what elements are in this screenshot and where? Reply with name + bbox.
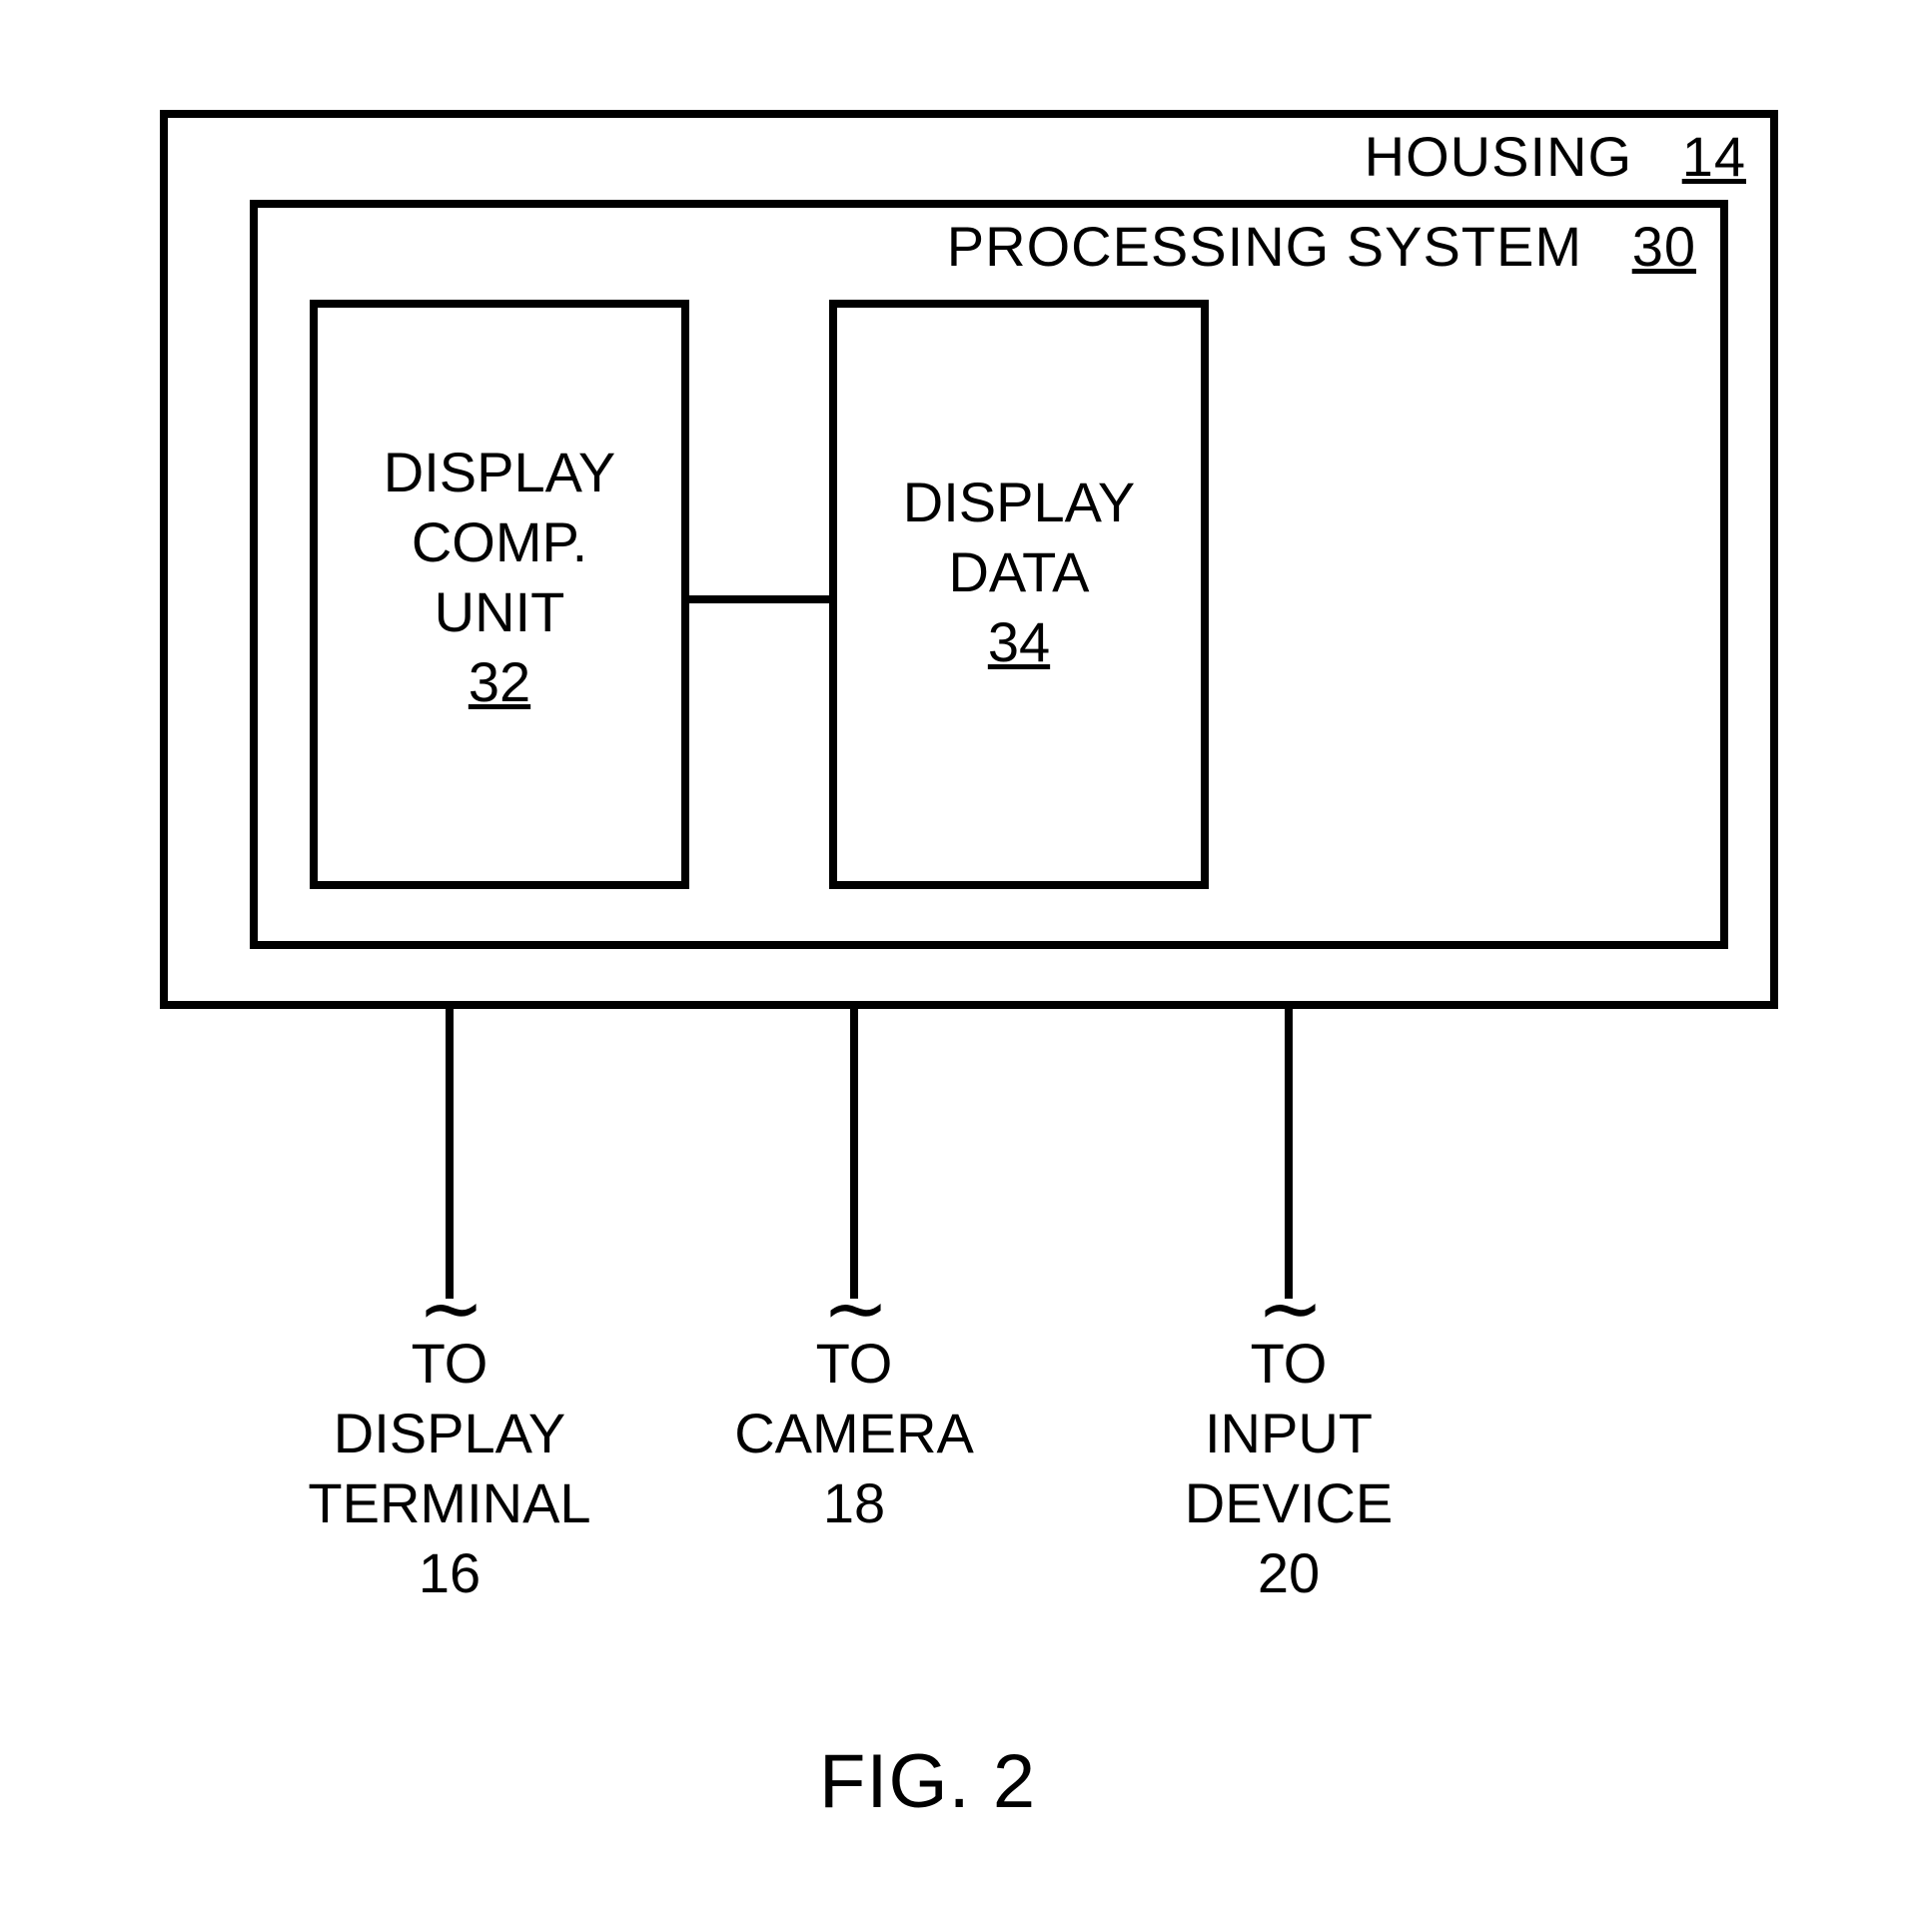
dest-dt-line3: TERMINAL (308, 1471, 590, 1534)
dest-dt-line2: DISPLAY (334, 1402, 565, 1464)
dest-cam-ref: 18 (823, 1471, 885, 1534)
figure-caption: FIG. 2 (819, 1738, 1036, 1825)
dest-camera: TO CAMERA 18 (704, 1329, 1004, 1538)
lead-camera (850, 1009, 858, 1299)
housing-ref: 14 (1682, 125, 1746, 188)
dd-line1: DISPLAY (903, 471, 1135, 533)
dest-display-terminal: TO DISPLAY TERMINAL 16 (280, 1329, 619, 1608)
dcu-line1: DISPLAY (384, 441, 615, 503)
dd-ref: 34 (988, 610, 1050, 673)
dest-cam-line2: CAMERA (734, 1402, 974, 1464)
dest-input-device: TO INPUT DEVICE 20 (1149, 1329, 1429, 1608)
housing-title: HOUSING (1365, 125, 1632, 188)
dest-id-line2: INPUT (1205, 1402, 1373, 1464)
display-comp-unit-label: DISPLAY COMP. UNIT 32 (318, 438, 681, 717)
display-comp-unit-box: DISPLAY COMP. UNIT 32 (310, 300, 689, 889)
dest-dt-ref: 16 (419, 1541, 481, 1604)
diagram-canvas: HOUSING 14 PROCESSING SYSTEM 30 DISPLAY … (0, 0, 1932, 1912)
dest-id-ref: 20 (1258, 1541, 1320, 1604)
dest-id-line1: TO (1251, 1332, 1328, 1395)
housing-label: HOUSING 14 (1365, 124, 1746, 189)
lead-input-device (1285, 1009, 1293, 1299)
processing-system-ref: 30 (1632, 215, 1696, 278)
dest-cam-line1: TO (816, 1332, 893, 1395)
display-data-box: DISPLAY DATA 34 (829, 300, 1209, 889)
dd-line2: DATA (948, 540, 1089, 603)
dcu-line3: UNIT (435, 580, 565, 643)
dest-id-line3: DEVICE (1185, 1471, 1394, 1534)
processing-system-label: PROCESSING SYSTEM 30 (947, 214, 1696, 279)
processing-system-title: PROCESSING SYSTEM (947, 215, 1582, 278)
connector-dcu-dd (689, 595, 829, 603)
display-data-label: DISPLAY DATA 34 (837, 468, 1201, 677)
dcu-ref: 32 (469, 650, 530, 713)
lead-display-terminal (446, 1009, 454, 1299)
dcu-line2: COMP. (412, 510, 587, 573)
dest-dt-line1: TO (412, 1332, 488, 1395)
